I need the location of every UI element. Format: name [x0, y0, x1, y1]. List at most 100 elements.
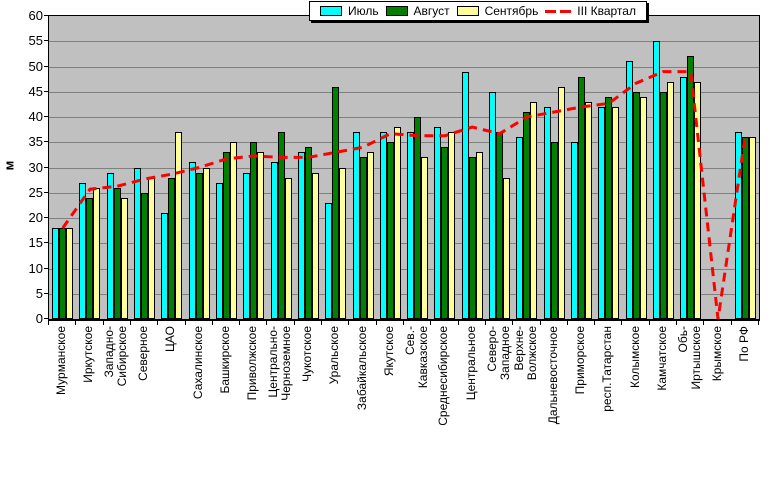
x-axis-tick	[375, 320, 377, 325]
bar-июль	[680, 76, 688, 319]
x-axis-tick	[48, 320, 49, 325]
legend-swatch	[385, 6, 408, 16]
x-axis-tick	[566, 320, 568, 325]
bar-август	[59, 228, 67, 319]
x-axis-label: Северное	[136, 326, 151, 381]
y-axis-label: 5	[35, 285, 43, 301]
bar-сентябрь	[448, 132, 456, 319]
x-axis-label: Иркутское	[81, 326, 96, 383]
bar-июль	[297, 152, 305, 319]
x-axis-tick	[758, 320, 759, 325]
bar-сентябрь	[421, 157, 429, 319]
x-axis-label: Колымское	[627, 326, 642, 389]
x-axis-label: Приволжское	[245, 326, 260, 401]
x-axis-label: Сахалинское	[190, 326, 205, 400]
bar-август	[441, 147, 449, 319]
gridline	[49, 192, 759, 194]
bar-июль	[106, 172, 114, 319]
y-axis-tick	[44, 15, 48, 16]
y-axis-tick	[44, 191, 48, 193]
x-axis-tick	[239, 320, 241, 325]
bar-август	[223, 152, 230, 319]
plot-area	[48, 15, 760, 321]
y-axis-tick	[44, 90, 48, 92]
y-axis-tick	[44, 292, 48, 294]
bar-июль	[52, 228, 60, 319]
quarter-line	[61, 70, 747, 320]
gridline	[49, 66, 759, 68]
bar-июль	[270, 162, 278, 319]
x-axis-label: Дальневосточное	[545, 326, 560, 425]
bar-июль	[79, 182, 87, 319]
dash-segment	[560, 9, 572, 13]
bar-август	[468, 157, 476, 319]
bar-август	[386, 142, 394, 319]
bar-сентябрь	[230, 142, 237, 319]
y-axis-label: 40	[28, 109, 43, 124]
bar-август	[550, 142, 558, 319]
x-axis-label: Центрально- Черноземное	[266, 326, 294, 401]
x-axis-tick	[266, 320, 268, 325]
x-axis-label: респ.Татарстан	[600, 326, 615, 412]
bar-август	[605, 96, 613, 319]
bar-сентябрь	[585, 101, 592, 319]
x-axis-tick	[457, 320, 459, 325]
legend-swatch	[456, 6, 479, 16]
legend-label: Июль	[348, 4, 379, 18]
y-axis-label: 10	[28, 260, 43, 276]
bar-июль	[407, 132, 415, 319]
x-axis-label: Забайкальское	[354, 326, 369, 411]
bar-август	[741, 137, 749, 319]
bar-август	[523, 111, 531, 319]
gridline	[49, 293, 759, 295]
y-axis-tick	[44, 40, 48, 42]
bar-июль	[161, 212, 169, 319]
bar-сентябрь	[366, 152, 374, 319]
bar-август	[659, 91, 667, 319]
bar-сентябрь	[530, 101, 538, 319]
y-axis-tick	[44, 267, 48, 269]
x-axis-label: Обь- Иртышское	[675, 326, 703, 390]
x-axis-label: Камчатское	[654, 326, 669, 391]
gridline	[49, 142, 759, 144]
y-axis-tick	[44, 166, 48, 168]
x-axis-tick	[676, 320, 678, 325]
bar-июль	[489, 91, 497, 319]
x-axis-label: Приморское	[573, 326, 587, 395]
bar-август	[414, 117, 422, 319]
bar-сентябрь	[503, 177, 511, 319]
x-axis-label: Северо- Западное	[484, 326, 512, 381]
bar-июль	[571, 142, 578, 319]
bar-июль	[243, 172, 251, 319]
bar-июль	[543, 106, 551, 319]
x-axis-label: Якутское	[381, 326, 396, 377]
legend-item-июль: Июль	[320, 4, 379, 18]
bar-июль	[325, 202, 333, 319]
bar-сентябрь	[311, 172, 319, 319]
y-axis-label: 50	[28, 58, 43, 74]
gridline	[49, 91, 759, 93]
y-axis-label: 25	[28, 184, 43, 200]
x-axis-label: Западно- Сибирское	[102, 326, 130, 387]
x-axis-tick	[430, 320, 432, 325]
legend-label: Сентябрь	[484, 4, 539, 18]
x-axis-tick	[293, 320, 295, 325]
gridline	[49, 218, 759, 219]
bar-сентябрь	[339, 167, 347, 319]
bar-июль	[188, 162, 196, 319]
bar-август	[113, 187, 121, 319]
bar-сентябрь	[639, 96, 647, 319]
bar-сентябрь	[202, 167, 210, 319]
x-axis-tick	[539, 320, 541, 325]
x-axis-tick	[621, 320, 623, 325]
legend-swatch	[320, 6, 342, 16]
x-axis-tick	[321, 320, 323, 325]
y-axis-tick	[44, 116, 48, 117]
y-axis-label: 0	[35, 311, 43, 326]
bar-август	[687, 56, 695, 319]
x-axis-label: Сев.- Кавказское	[402, 326, 430, 389]
x-axis-label: Среднесибирское	[436, 326, 451, 426]
bar-июль	[652, 41, 660, 319]
gridline	[49, 117, 759, 118]
